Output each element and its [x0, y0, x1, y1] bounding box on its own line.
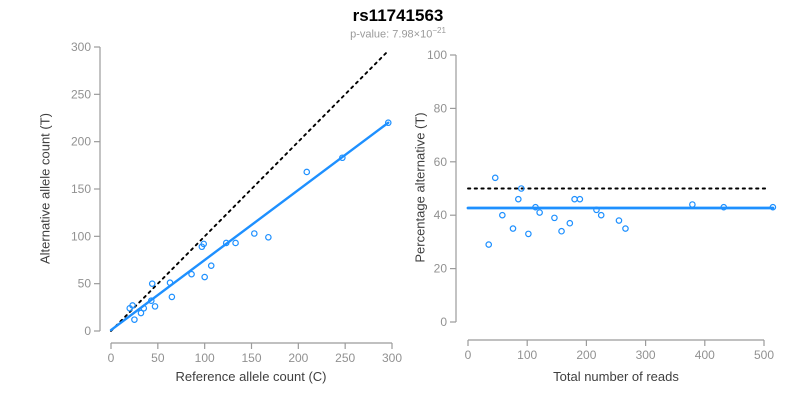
- right-data-point: [551, 214, 558, 222]
- right-y-tick-label: 80: [434, 101, 448, 115]
- right-data-point: [485, 241, 493, 248]
- right-data-point: [515, 195, 522, 203]
- right-data-point: [597, 211, 605, 219]
- figure-title: rs11741563: [352, 6, 444, 25]
- left-data-point: [207, 262, 215, 269]
- left-y-tick-label: 100: [71, 229, 91, 243]
- right-data-point: [558, 227, 565, 235]
- right-data-point: [571, 195, 578, 203]
- left-data-point: [200, 240, 208, 248]
- left-y-tick-label: 150: [71, 182, 91, 196]
- right-data-point: [491, 174, 499, 182]
- left-x-axis-title: Reference allele count (C): [175, 369, 327, 384]
- left-x-tick-label: 50: [151, 351, 165, 365]
- left-y-tick-label: 300: [71, 40, 91, 54]
- right-x-tick-label: 0: [465, 348, 472, 362]
- right-data-point: [509, 225, 517, 232]
- left-data-point: [137, 309, 145, 317]
- left-data-point: [188, 270, 195, 278]
- fit-line: [109, 121, 390, 332]
- left-x-tick-label: 0: [108, 351, 115, 365]
- right-data-point: [769, 203, 777, 211]
- pvalue-subtitle: p-value: 7.98×10−21: [198, 26, 598, 41]
- left-y-tick-label: 200: [71, 135, 91, 149]
- pvalue-base: p-value: 7.98×10: [350, 28, 433, 41]
- left-data-point: [148, 280, 156, 287]
- left-x-tick-label: 200: [288, 351, 308, 365]
- left-x-tick-label: 150: [241, 351, 261, 365]
- right-x-tick-label: 100: [517, 348, 537, 362]
- right-data-point: [720, 203, 728, 211]
- right-y-tick-label: 20: [434, 262, 448, 276]
- left-y-tick-label: 50: [78, 277, 92, 291]
- right-data-point: [499, 211, 506, 219]
- right-y-tick-label: 0: [440, 315, 447, 329]
- right-x-tick-label: 500: [754, 348, 774, 362]
- identity-line: [110, 50, 389, 332]
- left-data-point: [151, 303, 159, 310]
- right-x-tick-label: 400: [695, 348, 715, 362]
- right-data-point: [689, 201, 696, 208]
- left-data-point: [265, 233, 272, 241]
- left-data-point: [303, 168, 311, 176]
- left-data-point: [147, 297, 155, 305]
- right-y-tick-label: 100: [427, 48, 447, 62]
- right-x-tick-label: 200: [576, 348, 596, 362]
- pvalue-exponent: −21: [432, 26, 446, 35]
- right-x-tick-label: 300: [636, 348, 656, 362]
- right-data-point: [525, 230, 532, 238]
- right-data-point: [576, 195, 584, 203]
- left-data-point: [129, 302, 136, 309]
- left-y-tick-label: 250: [71, 87, 91, 101]
- left-data-point: [232, 239, 239, 247]
- left-data-point: [140, 304, 148, 312]
- left-x-tick-label: 250: [335, 351, 355, 365]
- left-data-point: [168, 293, 176, 301]
- left-data-point: [131, 316, 138, 323]
- left-data-point: [201, 273, 208, 281]
- left-data-point: [166, 279, 174, 287]
- left-data-point: [339, 154, 346, 162]
- right-data-point: [536, 209, 543, 216]
- right-data-point: [615, 217, 623, 224]
- right-data-point: [532, 203, 539, 211]
- right-y-axis-title: Percentage alternative (T): [412, 112, 428, 263]
- left-y-tick-label: 0: [84, 324, 91, 338]
- left-x-tick-label: 300: [382, 351, 402, 365]
- left-data-point: [384, 119, 392, 127]
- left-x-tick-label: 100: [195, 351, 215, 365]
- right-x-axis-title: Total number of reads: [553, 369, 679, 384]
- left-data-point: [251, 230, 258, 237]
- right-data-point: [566, 219, 574, 227]
- left-data-point: [222, 239, 230, 247]
- right-data-point: [517, 185, 525, 192]
- right-y-tick-label: 60: [434, 155, 448, 169]
- right-y-tick-label: 40: [434, 208, 448, 222]
- left-y-axis-title: Alternative allele count (T): [37, 113, 53, 265]
- right-data-point: [622, 225, 629, 232]
- right-data-point: [593, 206, 600, 214]
